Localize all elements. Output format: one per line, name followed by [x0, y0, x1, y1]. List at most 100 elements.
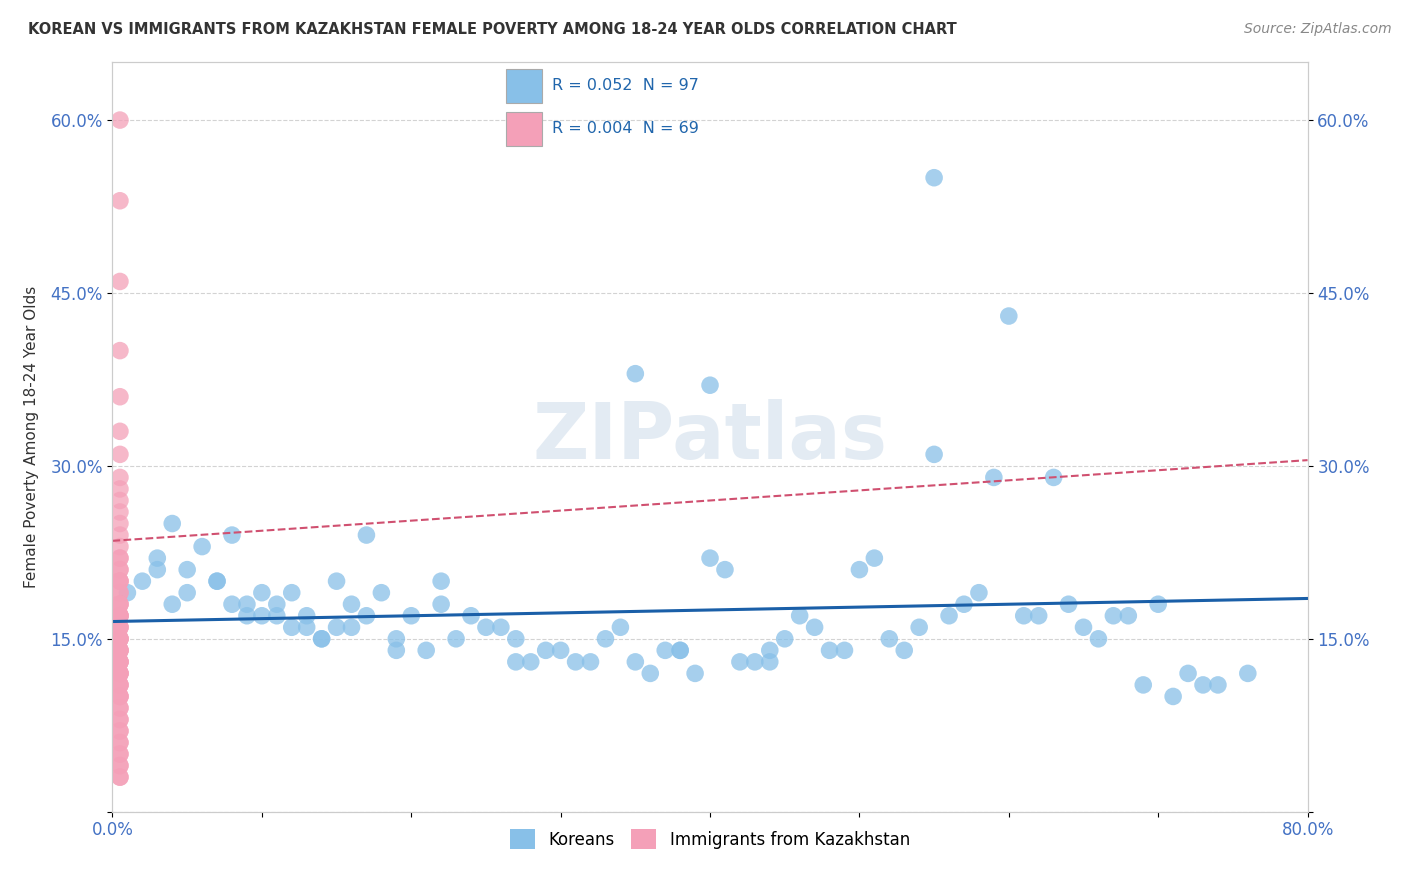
Point — [236, 608, 259, 623]
Point — [108, 608, 131, 623]
Point — [325, 620, 347, 634]
Point — [108, 425, 131, 439]
Point — [818, 643, 841, 657]
Point — [108, 735, 131, 749]
Point — [879, 632, 901, 646]
Point — [1161, 690, 1184, 704]
Point — [640, 666, 662, 681]
Point — [108, 194, 131, 208]
Point — [108, 632, 131, 646]
Point — [250, 585, 273, 599]
Point — [579, 655, 602, 669]
Point — [108, 551, 131, 566]
Point — [1102, 608, 1125, 623]
Point — [108, 747, 131, 761]
Point — [609, 620, 631, 634]
Point — [108, 735, 131, 749]
Point — [356, 528, 378, 542]
Point — [108, 390, 131, 404]
Point — [759, 655, 782, 669]
Point — [848, 563, 870, 577]
Point — [475, 620, 498, 634]
Point — [863, 551, 886, 566]
Point — [108, 643, 131, 657]
Point — [108, 620, 131, 634]
Point — [953, 597, 976, 611]
Point — [356, 608, 378, 623]
Point — [983, 470, 1005, 484]
Point — [108, 666, 131, 681]
Point — [922, 447, 945, 461]
Point — [108, 608, 131, 623]
Point — [108, 493, 131, 508]
Point — [385, 643, 408, 657]
Point — [108, 690, 131, 704]
Point — [1147, 597, 1170, 611]
Point — [108, 758, 131, 772]
Point — [505, 655, 527, 669]
Point — [908, 620, 931, 634]
Point — [759, 643, 782, 657]
Point — [415, 643, 437, 657]
Point — [938, 608, 960, 623]
Text: KOREAN VS IMMIGRANTS FROM KAZAKHSTAN FEMALE POVERTY AMONG 18-24 YEAR OLDS CORREL: KOREAN VS IMMIGRANTS FROM KAZAKHSTAN FEM… — [28, 22, 957, 37]
Point — [108, 516, 131, 531]
Point — [340, 597, 363, 611]
Point — [162, 597, 183, 611]
Point — [1177, 666, 1199, 681]
Point — [108, 597, 131, 611]
Point — [108, 678, 131, 692]
Point — [699, 378, 721, 392]
Point — [108, 574, 131, 589]
Point — [108, 632, 131, 646]
Point — [534, 643, 557, 657]
Point — [1192, 678, 1215, 692]
Point — [444, 632, 467, 646]
Point — [505, 632, 527, 646]
Point — [108, 758, 131, 772]
Point — [108, 724, 131, 739]
Point — [803, 620, 825, 634]
Point — [108, 747, 131, 761]
Point — [146, 563, 169, 577]
Legend: Koreans, Immigrants from Kazakhstan: Koreans, Immigrants from Kazakhstan — [503, 822, 917, 855]
Point — [295, 620, 318, 634]
Point — [108, 343, 131, 358]
Point — [108, 666, 131, 681]
Point — [191, 540, 214, 554]
Point — [108, 563, 131, 577]
Point — [108, 713, 131, 727]
Point — [108, 770, 131, 784]
Point — [998, 309, 1021, 323]
Point — [108, 585, 131, 599]
Point — [311, 632, 333, 646]
Point — [108, 655, 131, 669]
Point — [385, 632, 408, 646]
Point — [325, 574, 347, 589]
Point — [250, 608, 273, 623]
Point — [108, 585, 131, 599]
Point — [108, 770, 131, 784]
Point — [1087, 632, 1109, 646]
Point — [108, 701, 131, 715]
Point — [108, 632, 131, 646]
Point — [108, 655, 131, 669]
Point — [108, 701, 131, 715]
Point — [108, 655, 131, 669]
Point — [108, 678, 131, 692]
Point — [624, 367, 647, 381]
Point — [108, 666, 131, 681]
Point — [266, 597, 288, 611]
Point — [699, 551, 721, 566]
Point — [789, 608, 811, 623]
Point — [108, 608, 131, 623]
Point — [1206, 678, 1229, 692]
Point — [108, 632, 131, 646]
Point — [1132, 678, 1154, 692]
Point — [108, 620, 131, 634]
Point — [108, 597, 131, 611]
Point — [340, 620, 363, 634]
Point — [108, 470, 131, 484]
Point — [430, 597, 453, 611]
Point — [624, 655, 647, 669]
